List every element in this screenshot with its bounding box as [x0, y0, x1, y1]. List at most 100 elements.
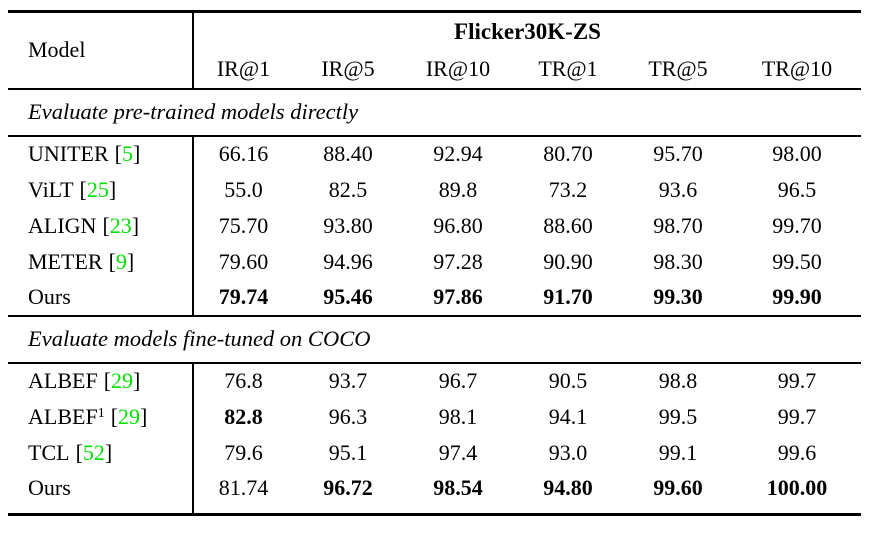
bracket-open: [	[110, 403, 119, 429]
metric-value-cell: 96.3	[328, 403, 368, 429]
table-row-albef-sup1: ALBEF1 [29] 82.8 96.3 98.1 94.1 99.5 99.7	[8, 398, 861, 435]
metric-value-cell: 91.70	[543, 284, 593, 309]
metric-value-cell: 94.80	[543, 474, 593, 500]
header-row-group: Model Flicker30K-ZS	[8, 11, 861, 89]
metric-value-cell: 97.4	[438, 439, 478, 465]
metric-value-cell: 88.40	[323, 141, 373, 166]
metric-value-cell: 81.74	[218, 474, 269, 500]
citation-link[interactable]: 9	[115, 248, 127, 274]
metric-value-cell: 93.6	[658, 176, 698, 202]
model-name: ViLT	[28, 176, 74, 202]
metric-value-cell: 99.5	[658, 403, 698, 429]
model-name: UNITER	[28, 141, 109, 166]
bracket-open: [	[79, 176, 87, 202]
metric-value-cell: 95.70	[653, 141, 703, 166]
model-name-cell: METER [9]	[8, 243, 194, 280]
metric-value-cell: 66.16	[218, 141, 269, 166]
metric-value-cell: 99.90	[772, 284, 822, 309]
metric-value-cell: 99.50	[772, 248, 822, 274]
metric-value-cell: 94.1	[548, 403, 588, 429]
bracket-open: [	[103, 368, 112, 393]
model-name: METER	[28, 248, 103, 274]
table-row-vilt: ViLT [25] 55.0 82.5 89.8 73.2 93.6 96.5	[8, 171, 861, 208]
metric-value-cell: 99.30	[653, 284, 703, 309]
metric-value-cell: 96.80	[433, 212, 483, 238]
table-row-meter: METER [9] 79.60 94.96 97.28 90.90 98.30 9…	[8, 243, 861, 280]
model-name-cell: ALBEF [29]	[8, 362, 194, 399]
model-name: Ours	[28, 284, 71, 309]
column-header-model: Model	[8, 11, 194, 89]
citation-link[interactable]: 5	[121, 141, 133, 166]
model-name-cell: UNITER [5]	[8, 135, 194, 172]
column-header-ir5: IR@5	[321, 56, 375, 81]
citation: [29]	[111, 404, 148, 429]
metric-value-cell: 79.60	[218, 248, 269, 274]
metric-value-cell: 79.6	[224, 439, 263, 465]
metric-value-cell: 96.72	[323, 474, 373, 500]
metric-value-cell: 82.5	[328, 176, 368, 202]
metric-value-cell: 99.7	[777, 403, 817, 429]
metric-value-cell: 88.60	[543, 212, 593, 238]
column-header-tr5: TR@5	[648, 56, 708, 81]
metric-value-cell: 89.8	[438, 176, 478, 202]
metric-value-cell: 80.70	[543, 141, 593, 166]
citation-link[interactable]: 25	[86, 176, 109, 202]
model-name-cell: ALIGN [23]	[8, 207, 194, 244]
metric-value-cell: 98.8	[658, 368, 698, 393]
metric-value-cell: 99.60	[653, 474, 703, 500]
metric-value-cell: 93.0	[548, 439, 588, 465]
citation-link[interactable]: 52	[82, 439, 105, 465]
metric-value-cell: 98.00	[772, 141, 822, 166]
column-header-tr10: TR@10	[761, 56, 833, 81]
table-row-ours-pretrained: Ours 79.74 95.46 97.86 91.70 99.30 99.90	[8, 279, 861, 316]
model-name-cell: Ours	[8, 470, 194, 515]
table-row-uniter: UNITER [5] 66.16 88.40 92.94 80.70 95.70 …	[8, 135, 861, 172]
metric-value-cell: 95.46	[323, 284, 373, 309]
metric-value-cell: 94.96	[323, 248, 373, 274]
citation-link[interactable]: 29	[118, 403, 141, 429]
metric-value-cell: 99.7	[777, 368, 817, 393]
metric-value-cell: 93.7	[328, 368, 368, 393]
metric-value-cell: 98.54	[433, 474, 483, 500]
column-header-ir1: IR@1	[216, 56, 271, 81]
metric-value-cell: 100.00	[766, 474, 828, 500]
bracket-open: [	[102, 212, 110, 238]
table-row-ours-finetuned: Ours 81.74 96.72 98.54 94.80 99.60 100.0…	[8, 470, 861, 515]
model-name: TCL	[28, 439, 70, 465]
metric-value-cell: 90.5	[548, 368, 588, 393]
metric-value-cell: 79.74	[218, 284, 269, 309]
metric-value-cell: 96.5	[777, 176, 817, 202]
citation: [5]	[115, 141, 141, 166]
bracket-open: [	[114, 141, 122, 166]
bracket-close: ]	[132, 141, 141, 166]
metric-value-cell: 98.1	[438, 403, 478, 429]
citation: [29]	[104, 368, 141, 393]
bracket-close: ]	[126, 248, 135, 274]
header-row-metrics: IR@1 IR@5 IR@10 TR@1 TR@5 TR@10	[8, 51, 861, 89]
citation: [9]	[109, 249, 135, 274]
table-body: Evaluate pre-trained models directly UNI…	[8, 88, 861, 515]
metric-value-cell: 98.70	[653, 212, 703, 238]
metric-value-cell: 73.2	[548, 176, 588, 202]
metric-value-cell: 93.80	[323, 212, 373, 238]
metric-value-cell: 98.30	[653, 248, 703, 274]
metric-value-cell: 97.28	[433, 248, 483, 274]
model-name: ALIGN	[28, 212, 97, 238]
bracket-close: ]	[104, 439, 113, 465]
citation-link[interactable]: 23	[109, 212, 132, 238]
citation-link[interactable]: 29	[111, 368, 134, 393]
metric-value-cell: 75.70	[218, 212, 269, 238]
model-name: Ours	[28, 474, 71, 500]
model-name: ALBEF	[28, 368, 98, 393]
table-header: Model Flicker30K-ZS IR@1 IR@5 IR@10 TR@1…	[8, 11, 861, 89]
section-caption-row-finetuned: Evaluate models fine-tuned on COCO	[8, 315, 861, 363]
model-name-cell: ALBEF1 [29]	[8, 398, 194, 435]
metric-value-cell: 82.8	[224, 403, 263, 429]
bracket-close: ]	[131, 212, 140, 238]
model-name: ALBEF	[28, 403, 98, 429]
bracket-close: ]	[133, 368, 141, 393]
model-name-cell: Ours	[8, 279, 194, 316]
metric-value-cell: 99.6	[777, 439, 817, 465]
bracket-close: ]	[140, 403, 148, 429]
